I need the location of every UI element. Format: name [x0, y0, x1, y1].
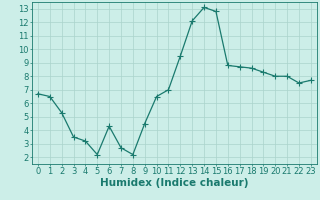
X-axis label: Humidex (Indice chaleur): Humidex (Indice chaleur): [100, 178, 249, 188]
